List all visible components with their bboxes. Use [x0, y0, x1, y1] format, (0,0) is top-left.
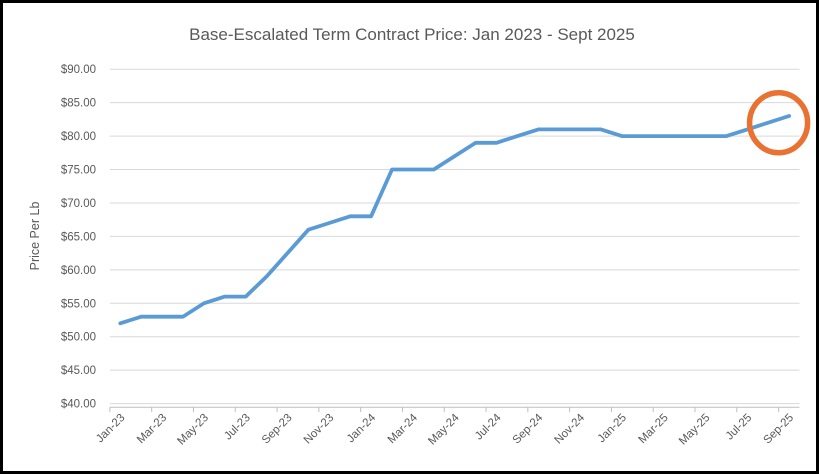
x-tick-label: May-24	[426, 411, 462, 447]
x-tick-label: May-25	[677, 412, 713, 448]
x-tick-label: Jul-23	[222, 412, 253, 443]
x-tick-label: Jul-24	[473, 411, 504, 442]
y-tick-label: $40.00	[61, 399, 96, 411]
x-tick-label: Mar-24	[386, 411, 421, 446]
y-axis-tick-labels: $40.00 $45.00 $50.00 $55.00 $60.00 $65.00 $70.…	[61, 64, 96, 410]
x-tick-label: Jul-25	[724, 412, 755, 443]
price-line-series	[118, 114, 791, 326]
x-tick-label: Nov-24	[552, 411, 587, 446]
y-axis-title: Price Per Lb	[28, 202, 42, 271]
y-tick-label: $65.00	[61, 231, 96, 243]
x-tick-label: May-23	[175, 412, 211, 448]
y-tick-label: $75.00	[61, 165, 96, 177]
y-tick-label: $45.00	[61, 365, 96, 377]
x-tick-label: Nov-23	[302, 412, 337, 447]
x-tick-label: Sep-25	[761, 412, 796, 447]
gridlines	[109, 68, 800, 405]
x-axis-tick-labels: Jan-23 Mar-23 May-23 Jul-23 Sep-23 Nov-23 Jan-…	[94, 411, 796, 447]
x-tick-label: Jan-24	[345, 411, 379, 445]
y-tick-label: $55.00	[61, 298, 96, 310]
price-chart: $40.00 $45.00 $50.00 $55.00 $60.00 $65.00 $70.…	[28, 25, 811, 447]
y-tick-label: $90.00	[61, 64, 96, 76]
chart-title: Base-Escalated Term Contract Price: Jan …	[189, 25, 635, 44]
x-tick-label: Jan-25	[596, 412, 629, 445]
x-tick-label: Mar-25	[637, 412, 671, 446]
y-tick-label: $60.00	[61, 265, 96, 277]
x-tick-label: Mar-23	[135, 412, 169, 446]
y-tick-label: $50.00	[61, 332, 96, 344]
x-axis	[109, 406, 800, 413]
highlight-circle-annotation	[746, 89, 811, 156]
y-tick-label: $70.00	[61, 198, 96, 210]
x-tick-label: Sep-24	[511, 411, 546, 446]
y-tick-label: $80.00	[61, 131, 96, 143]
x-tick-label: Jan-23	[94, 412, 127, 445]
y-tick-label: $85.00	[61, 98, 96, 110]
x-tick-label: Sep-23	[260, 412, 295, 447]
